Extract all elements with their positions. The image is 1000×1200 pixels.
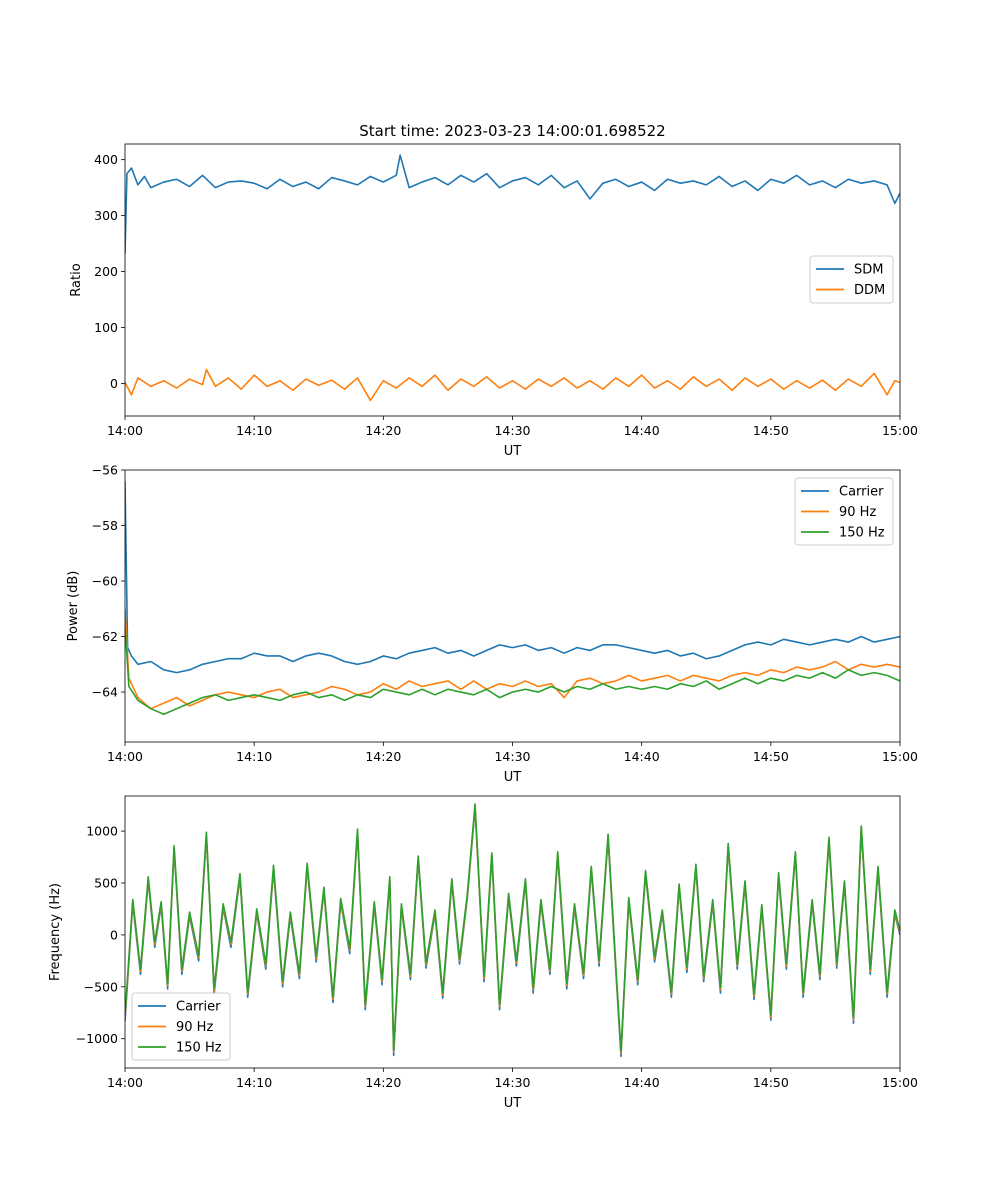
y-tick-label: −500: [84, 979, 118, 994]
legend-box: [794, 477, 894, 546]
legend-label: 150 Hz: [176, 1041, 222, 1056]
y-tick-label: 300: [94, 208, 118, 223]
legend-box: [809, 255, 894, 304]
x-tick-label: 14:20: [365, 749, 401, 764]
panel-1: 14:00 14:10 14:20 14:30 14:40 14:50 15:00 0 100 2…: [69, 122, 918, 459]
x-tick-label: 14:10: [236, 423, 272, 438]
x-tick-label: 14:50: [753, 1075, 789, 1090]
x-tick-label: 14:00: [107, 1075, 143, 1090]
legend-label: 90 Hz: [839, 505, 876, 520]
legend: Carrier 90 Hz 150 Hz: [131, 992, 231, 1061]
x-tick-label: 14:30: [494, 423, 530, 438]
y-axis-label: Power (dB): [66, 571, 81, 642]
x-axis-label: UT: [504, 770, 522, 785]
series-line-150-hz: [125, 625, 900, 716]
x-tick-label: 14:50: [753, 423, 789, 438]
panel-2: 14:00 14:10 14:20 14:30 14:40 14:50 15:00 −64 −6…: [66, 463, 918, 786]
legend-label: 90 Hz: [176, 1020, 213, 1035]
legend-label: DDM: [854, 283, 885, 298]
legend-label: Carrier: [839, 485, 884, 500]
panel-3: 14:00 14:10 14:20 14:30 14:40 14:50 15:00 −1000…: [48, 795, 918, 1111]
series-line-150-hz: [125, 803, 900, 1052]
x-tick-label: 14:00: [107, 423, 143, 438]
series-line-carrier: [125, 481, 900, 674]
chart-title: Start time: 2023-03-23 14:00:01.698522: [359, 122, 665, 140]
y-tick-label: 1000: [86, 824, 118, 839]
y-tick-label: −56: [92, 463, 118, 478]
x-tick-label: 14:20: [365, 423, 401, 438]
series-line-90-hz: [125, 608, 900, 710]
y-tick-label: −58: [92, 518, 118, 533]
y-tick-label: −62: [92, 629, 118, 644]
series-group: [125, 481, 900, 716]
x-tick-label: 14:40: [624, 1075, 660, 1090]
series-group: [125, 154, 900, 402]
x-tick-label: 15:00: [882, 1075, 918, 1090]
y-tick-label: 400: [94, 152, 118, 167]
y-tick-label: 100: [94, 320, 118, 335]
legend-box: [131, 992, 231, 1061]
y-tick-label: 500: [94, 875, 118, 890]
series-line-ddm: [125, 368, 900, 402]
x-tick-label: 14:00: [107, 749, 143, 764]
x-tick-label: 15:00: [882, 749, 918, 764]
x-tick-label: 14:30: [494, 749, 530, 764]
x-tick-label: 15:00: [882, 423, 918, 438]
y-tick-label: 200: [94, 264, 118, 279]
x-tick-label: 14:10: [236, 749, 272, 764]
x-tick-label: 14:30: [494, 1075, 530, 1090]
y-tick-label: 0: [110, 376, 118, 391]
x-tick-label: 14:40: [624, 423, 660, 438]
x-axis-label: UT: [504, 1096, 522, 1111]
x-tick-label: 14:50: [753, 749, 789, 764]
legend: SDM DDM: [809, 255, 894, 304]
x-tick-label: 14:40: [624, 749, 660, 764]
x-tick-label: 14:20: [365, 1075, 401, 1090]
series-line-sdm: [125, 154, 900, 254]
x-axis-label: UT: [504, 444, 522, 459]
y-tick-label: 0: [110, 927, 118, 942]
series-group: [125, 803, 900, 1058]
y-tick-label: −64: [92, 685, 118, 700]
legend: Carrier 90 Hz 150 Hz: [794, 477, 894, 546]
legend-label: 150 Hz: [839, 526, 885, 541]
legend-label: SDM: [854, 263, 883, 278]
y-tick-label: −60: [92, 574, 118, 589]
x-tick-label: 14:10: [236, 1075, 272, 1090]
y-axis-label: Ratio: [69, 263, 84, 296]
y-axis-label: Frequency (Hz): [48, 883, 63, 981]
y-tick-label: −1000: [76, 1031, 118, 1046]
legend-label: Carrier: [176, 1000, 221, 1015]
